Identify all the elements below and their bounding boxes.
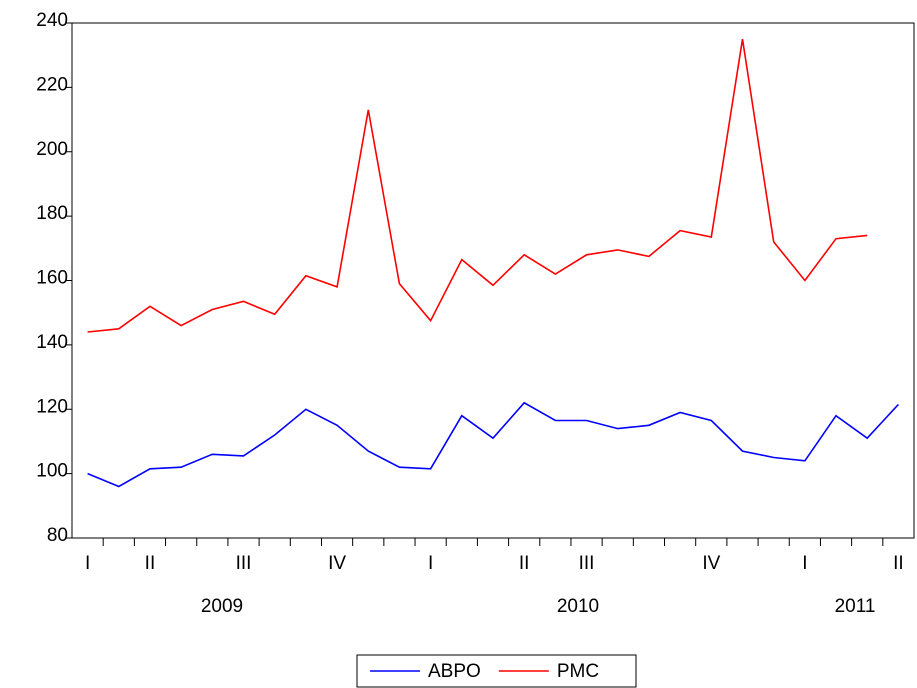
x-tick-label: I — [428, 553, 433, 574]
legend-label: ABPO — [428, 661, 481, 682]
y-tick-label: 220 — [36, 74, 68, 95]
legend-label: PMC — [557, 661, 599, 682]
y-tick-label: 80 — [47, 525, 68, 546]
y-tick-label: 200 — [36, 139, 68, 160]
x-tick-label: I — [85, 553, 90, 574]
x-tick-label: II — [893, 553, 904, 574]
y-tick-label: 160 — [36, 268, 68, 289]
x-tick-label: II — [519, 553, 530, 574]
series-line — [87, 38, 868, 333]
x-tick-label: IV — [702, 553, 720, 574]
x-tick-label: III — [236, 553, 252, 574]
year-label: 2010 — [557, 596, 599, 617]
y-tick-label: 240 — [36, 10, 68, 31]
y-tick-label: 100 — [36, 461, 68, 482]
year-label: 2009 — [201, 596, 243, 617]
y-tick-label: 140 — [36, 332, 68, 353]
x-tick-label: II — [145, 553, 156, 574]
x-tick-label: I — [802, 553, 807, 574]
x-tick-label: III — [579, 553, 595, 574]
year-label: 2011 — [835, 596, 876, 617]
y-tick-label: 120 — [36, 396, 68, 417]
x-tick-label: IV — [328, 553, 346, 574]
series-line — [87, 401, 899, 488]
y-tick-label: 180 — [36, 203, 68, 224]
